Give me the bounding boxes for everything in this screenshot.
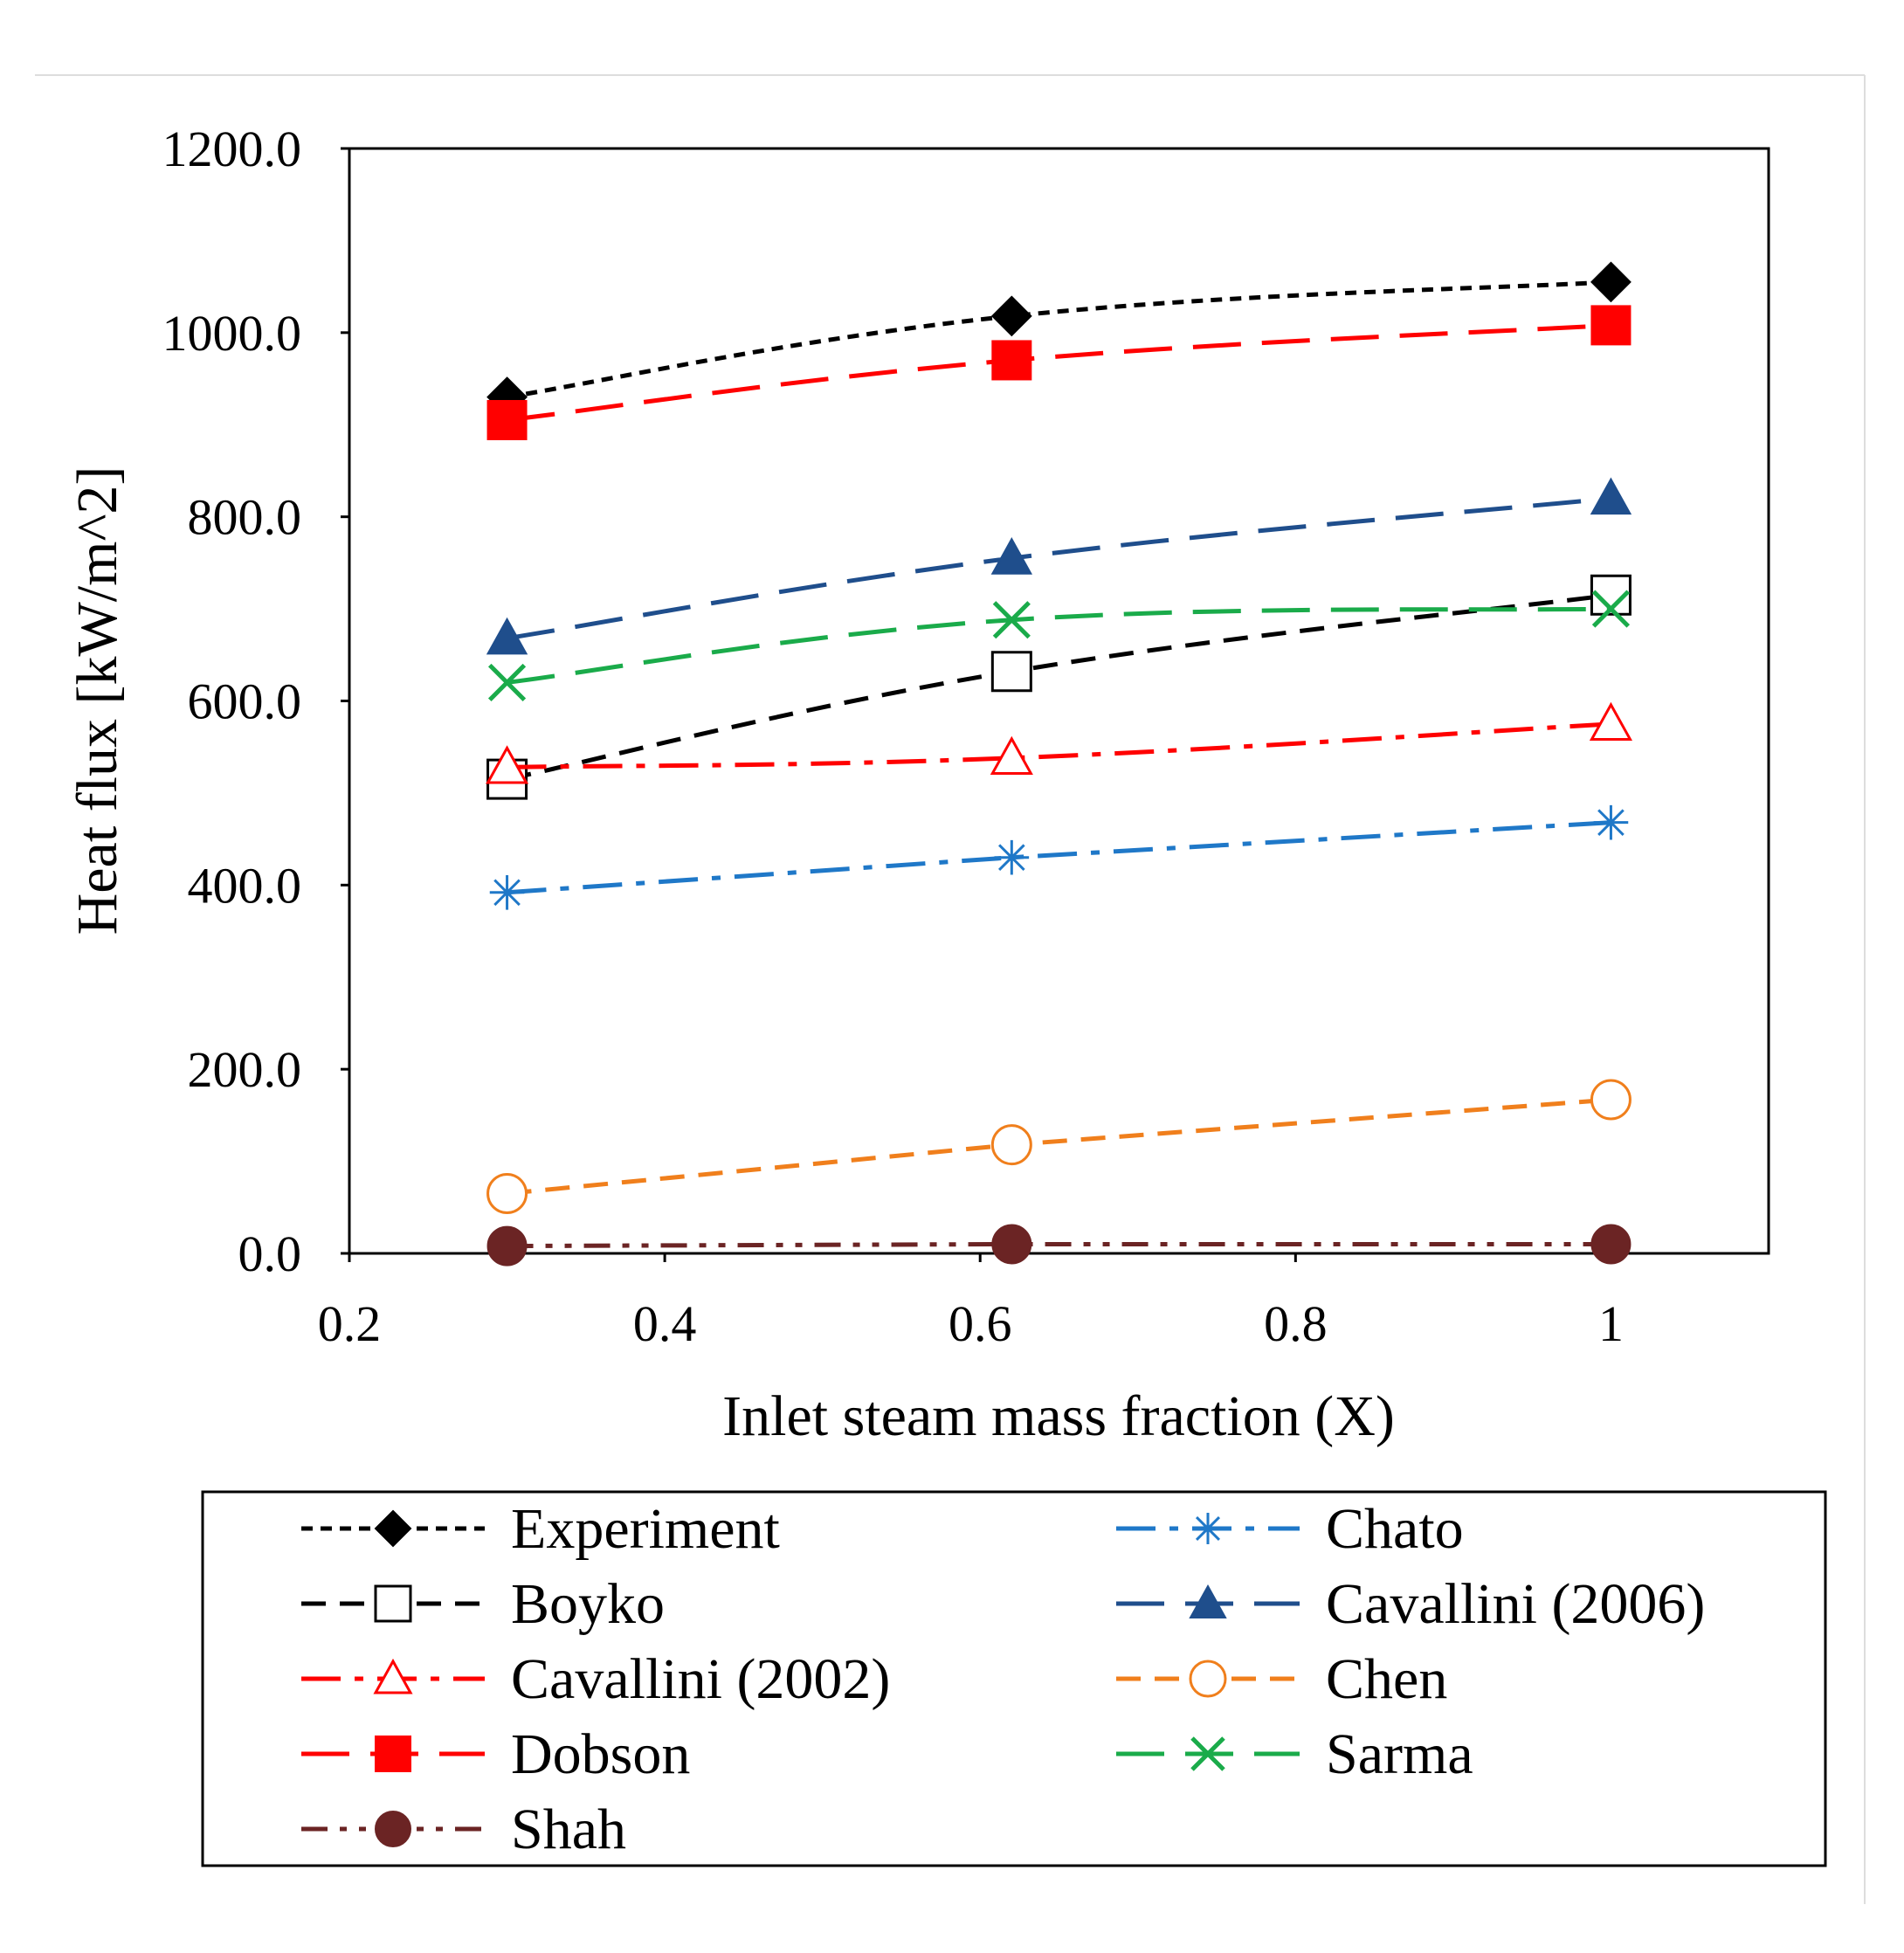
data-point-shah [486,1225,528,1266]
data-point-chato [1593,804,1629,840]
y-axis-title: Heat flux [kW/m^2] [66,466,129,935]
data-point-dobson [1590,305,1632,346]
legend-item-dobson: Dobson [301,1722,690,1786]
series-line-experiment [507,279,1611,400]
series-line-shah [507,1241,1611,1249]
series-experiment [486,261,1632,418]
series-line-sarma [507,606,1611,685]
legend-swatch-marker [374,1509,412,1548]
x-axis-title: Inlet steam mass fraction (X) [722,1384,1395,1448]
legend-item-chen: Chen [1116,1647,1447,1711]
legend-label: Boyko [511,1572,665,1636]
series-sarma [487,590,1631,701]
x-tick-label: 0.6 [949,1295,1012,1352]
data-point-cavallini-2006 [990,537,1033,575]
x-tick-label: 1 [1598,1295,1624,1352]
legend-label: Cavallini (2006) [1326,1572,1705,1636]
legend-label: Chato [1326,1497,1464,1561]
legend-swatch-marker [375,1736,411,1772]
data-point-chen [990,1124,1032,1166]
data-point-chato [994,839,1030,875]
series-line-boyko [507,592,1611,782]
data-point-dobson [991,340,1032,381]
legend-swatch-marker [1192,1513,1224,1544]
series-group [486,261,1632,1266]
series-dobson [486,305,1632,440]
y-tick-label: 400.0 [188,857,302,914]
legend-label: Chen [1326,1647,1447,1711]
y-tick-label: 800.0 [188,489,302,546]
legend-label: Experiment [511,1497,780,1561]
data-point-experiment [1590,261,1632,303]
data-point-dobson [486,399,528,440]
legend-item-cavallini-2002: Cavallini (2002) [301,1647,890,1711]
series-cavallini-2006 [486,477,1632,655]
legend-item-sarma: Sarma [1116,1722,1473,1786]
data-point-sarma [992,601,1031,639]
legend-box [201,1490,1827,1867]
data-point-chen [486,1172,528,1214]
legend-label: Dobson [511,1722,690,1786]
legend-swatch-marker [1190,1736,1225,1771]
legend-swatch-marker [373,1658,413,1694]
series-chen [486,1079,1632,1214]
series-chato [489,804,1629,910]
y-tick-label: 1200.0 [162,121,302,177]
legend-swatch-marker [1189,1584,1227,1618]
legend-label: Sarma [1326,1722,1473,1786]
y-tick-label: 0.0 [238,1225,302,1282]
x-tick-label: 0.2 [318,1295,382,1352]
legend-item-shah: Shah [301,1798,626,1861]
plot-border [348,147,1770,1255]
legend-swatch-marker [1189,1660,1227,1698]
data-point-shah [991,1224,1032,1265]
data-point-boyko [990,651,1032,693]
series-line-cavallini-2002 [507,721,1611,769]
data-point-chen [1590,1079,1632,1121]
x-tick-label: 0.4 [633,1295,697,1352]
series-line-chen [507,1097,1611,1196]
data-point-sarma [487,663,527,701]
legend-label: Cavallini (2002) [511,1647,890,1711]
data-point-cavallini-2002 [486,745,529,784]
data-point-cavallini-2002 [1589,701,1632,741]
y-tick-label: 200.0 [188,1041,302,1098]
legend-item-boyko: Boyko [301,1572,665,1636]
legend-item-chato: Chato [1116,1497,1464,1561]
legend-swatch-marker [374,1584,412,1623]
series-shah [486,1224,1632,1266]
y-tick-label: 600.0 [188,673,302,730]
data-point-cavallini-2006 [486,617,528,655]
plot-area [348,147,1770,1255]
data-point-cavallini-2006 [1590,477,1632,515]
data-point-chato [489,874,525,910]
data-point-shah [1590,1224,1632,1265]
data-point-experiment [990,295,1032,337]
axis-ticks: 0.0 200.0 400.0 600.0 800.0 1000.0 1200.0 0.2 0.… [162,121,1624,1352]
series-line-dobson [507,322,1611,423]
y-tick-label: 1000.0 [162,305,302,362]
legend: Experiment Boyko Cavallini (2002) Dobson Sha… [201,1490,1827,1867]
series-line-chato [507,820,1611,895]
data-point-sarma [1591,590,1631,628]
x-tick-label: 0.8 [1264,1295,1328,1352]
legend-item-experiment: Experiment [301,1497,780,1561]
legend-label: Shah [511,1798,626,1861]
series-cavallini-2002 [486,701,1632,784]
legend-item-cavallini-2006: Cavallini (2006) [1116,1572,1705,1636]
legend-swatch-marker [375,1811,411,1847]
data-point-cavallini-2002 [990,735,1033,775]
